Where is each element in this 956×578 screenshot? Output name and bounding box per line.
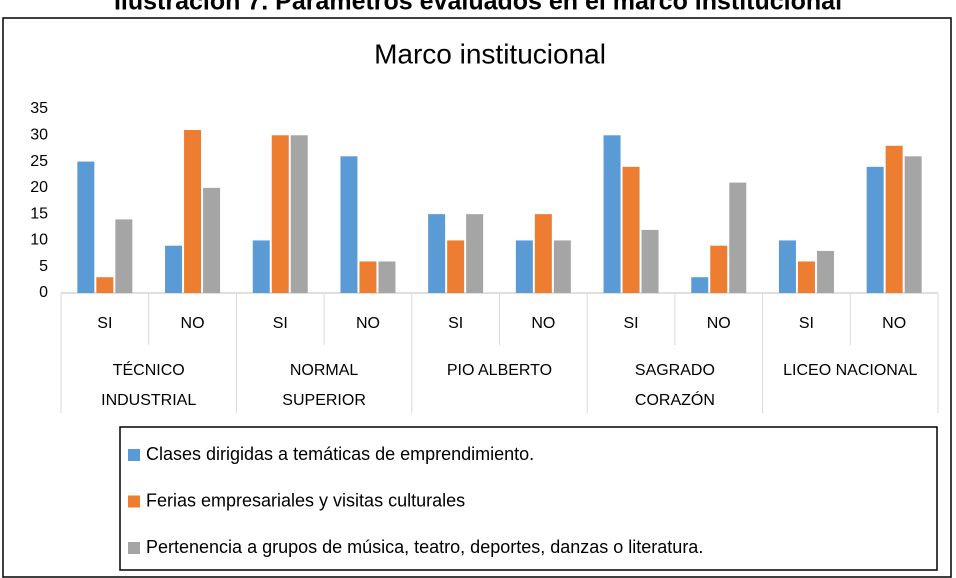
bar: [885, 145, 903, 293]
bar: [271, 135, 289, 293]
bar: [553, 240, 571, 293]
group-label: CORAZÓN: [635, 390, 715, 409]
legend-frame: [119, 426, 938, 571]
bar: [115, 219, 133, 293]
x-tick-label: NO: [356, 315, 380, 332]
bar: [641, 229, 659, 293]
x-tick-label: SI: [97, 315, 112, 332]
legend-swatch: [128, 495, 140, 508]
x-tick-label: SI: [273, 315, 288, 332]
y-tick-label: 25: [30, 153, 48, 170]
y-tick-label: 0: [39, 284, 48, 301]
bar: [729, 182, 747, 293]
x-tick-label: SI: [623, 315, 638, 332]
bar: [691, 277, 709, 293]
group-label: PIO ALBERTO: [447, 362, 552, 379]
group-label: NORMAL: [290, 362, 359, 379]
legend-swatch: [128, 449, 140, 461]
bar: [290, 135, 308, 293]
y-tick-label: 20: [30, 179, 48, 196]
bar: [622, 166, 640, 293]
y-tick-label: 5: [39, 258, 48, 275]
group-label: SUPERIOR: [282, 392, 366, 409]
group-label: LICEO NACIONAL: [783, 362, 917, 379]
bar: [797, 261, 815, 293]
bar: [816, 250, 834, 293]
bar: [96, 277, 114, 293]
legend-label: Clases dirigidas a temáticas de emprendi…: [146, 444, 534, 464]
x-tick-label: NO: [531, 315, 555, 332]
bar: [904, 156, 922, 293]
x-tick-label: SI: [448, 315, 463, 332]
x-tick-label: NO: [882, 315, 906, 332]
y-tick-label: 35: [30, 100, 48, 117]
bar: [603, 135, 621, 293]
bar: [447, 240, 465, 293]
y-tick-label: 15: [30, 205, 48, 222]
bar: [515, 240, 533, 293]
legend-swatch: [128, 542, 140, 554]
bar: [866, 166, 884, 293]
bar: [466, 214, 484, 293]
legend-label: Ferias empresariales y visitas culturale…: [146, 490, 465, 510]
bar: [534, 214, 552, 293]
bar: [77, 161, 95, 293]
caption: Ilustración 7. Parámetros evaluados en e…: [114, 0, 842, 16]
legend-label: Pertenencia a grupos de música, teatro, …: [146, 537, 703, 557]
group-label: TÉCNICO: [113, 360, 185, 379]
bar: [165, 245, 183, 293]
bar: [184, 130, 202, 293]
group-label: INDUSTRIAL: [101, 392, 196, 409]
y-tick-label: 10: [30, 232, 48, 249]
bar: [359, 261, 377, 293]
bar: [252, 240, 270, 293]
bar: [710, 245, 728, 293]
chart-title: Marco institucional: [374, 38, 606, 69]
x-tick-label: NO: [707, 315, 731, 332]
group-label: SAGRADO: [635, 362, 715, 379]
bar: [778, 240, 796, 293]
y-tick-label: 30: [30, 127, 48, 144]
bar: [428, 214, 446, 293]
x-tick-label: NO: [181, 315, 205, 332]
x-tick-label: SI: [799, 315, 814, 332]
bar: [340, 156, 358, 293]
bar: [378, 261, 396, 293]
bar: [203, 187, 221, 293]
